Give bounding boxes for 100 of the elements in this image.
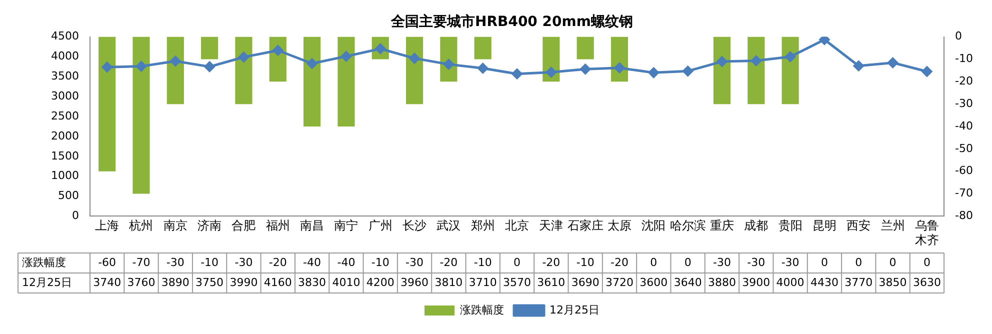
y2-tick-label: -20 bbox=[955, 74, 973, 88]
point bbox=[648, 67, 659, 78]
data-label: -20 bbox=[610, 256, 628, 269]
x-tick-label: 北京 bbox=[505, 218, 530, 233]
data-label: -10 bbox=[371, 256, 390, 269]
data-label: 3830 bbox=[298, 276, 326, 289]
y2-tick-label: -30 bbox=[955, 96, 973, 110]
data-label: 3960 bbox=[400, 276, 429, 289]
x-tick-label: 石家庄 bbox=[567, 218, 604, 233]
point bbox=[614, 62, 625, 74]
point bbox=[340, 51, 352, 62]
data-label: 3810 bbox=[434, 276, 463, 289]
data-label: -30 bbox=[713, 256, 731, 269]
data-label: 3760 bbox=[127, 276, 156, 289]
point bbox=[306, 58, 318, 69]
x-tick-label: 乌鲁木齐 bbox=[914, 218, 939, 247]
x-tick-label: 郑州 bbox=[470, 218, 495, 233]
data-label: 3890 bbox=[161, 276, 190, 289]
point bbox=[136, 61, 146, 72]
y2-tick-label: -60 bbox=[955, 164, 973, 178]
point bbox=[546, 67, 556, 78]
point bbox=[409, 53, 420, 64]
x-tick-label: 沈阳 bbox=[642, 218, 666, 233]
data-label: -30 bbox=[406, 256, 424, 269]
data-label: 3710 bbox=[468, 276, 497, 289]
data-label: 3750 bbox=[196, 276, 224, 289]
point bbox=[443, 59, 454, 70]
x-tick-label: 上海 bbox=[95, 218, 120, 233]
x-tick-label: 贵阳 bbox=[778, 218, 802, 233]
text: 12月25日 bbox=[22, 276, 72, 289]
point bbox=[853, 60, 864, 72]
y2-tick-label: -40 bbox=[955, 119, 973, 132]
data-label: -20 bbox=[440, 256, 458, 269]
point bbox=[750, 55, 762, 66]
point bbox=[170, 56, 181, 66]
data-label: 0 bbox=[650, 256, 658, 269]
data-label: -10 bbox=[576, 256, 594, 269]
y-tick-label: 4000 bbox=[50, 50, 79, 63]
y-tick-label: 500 bbox=[58, 189, 79, 202]
point bbox=[682, 66, 694, 76]
y-tick-label: 3500 bbox=[50, 70, 79, 83]
data-label: 0 bbox=[820, 256, 828, 269]
data-label: 3720 bbox=[606, 276, 634, 289]
data-label: 3900 bbox=[742, 276, 770, 289]
data-label: 4430 bbox=[810, 276, 838, 289]
data-label: -40 bbox=[337, 256, 356, 269]
y2-tick-label: -50 bbox=[955, 142, 973, 155]
data-label: 3990 bbox=[230, 276, 258, 289]
x-tick-label: 兰州 bbox=[880, 218, 905, 233]
y-tick-label: 0 bbox=[72, 209, 79, 222]
point bbox=[478, 63, 488, 74]
data-label: 3740 bbox=[93, 276, 122, 289]
point bbox=[922, 66, 932, 77]
data-label: 4010 bbox=[332, 276, 360, 289]
x-tick-label: 昆明 bbox=[812, 218, 836, 233]
x-tick-label: 哈尔滨 bbox=[670, 218, 706, 233]
x-tick-label: 南宁 bbox=[334, 218, 358, 233]
data-label: 4000 bbox=[776, 276, 804, 289]
y-tick-label: 3000 bbox=[50, 89, 79, 102]
data-label: 3610 bbox=[537, 276, 566, 289]
data-label: -30 bbox=[747, 256, 766, 269]
data-label: 3570 bbox=[503, 276, 532, 289]
point bbox=[785, 51, 796, 62]
y2-tick-label: -10 bbox=[955, 52, 973, 66]
x-tick-label: 济南 bbox=[198, 218, 222, 233]
x-tick-label: 太原 bbox=[608, 218, 632, 233]
text: 涨跌幅度 bbox=[22, 256, 66, 269]
data-label: -30 bbox=[166, 256, 184, 269]
data-label: 0 bbox=[514, 256, 521, 269]
x-tick-label: 重庆 bbox=[710, 218, 734, 233]
data-label: 3770 bbox=[844, 276, 873, 289]
x-tick-label: 南京 bbox=[163, 218, 188, 233]
x-tick-label: 武汉 bbox=[436, 218, 461, 233]
data-label: -10 bbox=[474, 256, 492, 269]
legend-label: 涨跌幅度 bbox=[460, 303, 504, 316]
data-label: 3640 bbox=[674, 276, 702, 289]
point bbox=[580, 64, 591, 74]
chart-title: 全国主要城市HRB400 20mm螺纹钢 bbox=[390, 13, 633, 30]
data-label: -40 bbox=[303, 256, 322, 269]
point bbox=[204, 61, 215, 72]
point bbox=[888, 57, 898, 68]
x-tick-label: 成都 bbox=[744, 218, 768, 233]
data-label: 0 bbox=[889, 256, 896, 269]
legend-label: 12月25日 bbox=[550, 303, 600, 316]
x-tick-label: 南昌 bbox=[300, 218, 324, 233]
data-label: 3880 bbox=[708, 276, 736, 289]
point bbox=[716, 56, 728, 67]
data-label: -20 bbox=[268, 256, 287, 269]
data-label: -10 bbox=[200, 256, 219, 269]
data-label: -20 bbox=[542, 256, 560, 269]
y-tick-label: 1000 bbox=[50, 169, 79, 182]
data-label: 4160 bbox=[264, 276, 292, 289]
point bbox=[102, 62, 112, 72]
x-tick-label: 广州 bbox=[368, 218, 392, 233]
data-label: 3600 bbox=[640, 276, 668, 289]
x-tick-label: 西安 bbox=[846, 218, 871, 233]
x-tick-label: 杭州 bbox=[128, 218, 154, 233]
x-tick-label: 福州 bbox=[266, 218, 290, 233]
data-label: -60 bbox=[98, 256, 116, 269]
y-tick-label: 1500 bbox=[50, 149, 79, 162]
